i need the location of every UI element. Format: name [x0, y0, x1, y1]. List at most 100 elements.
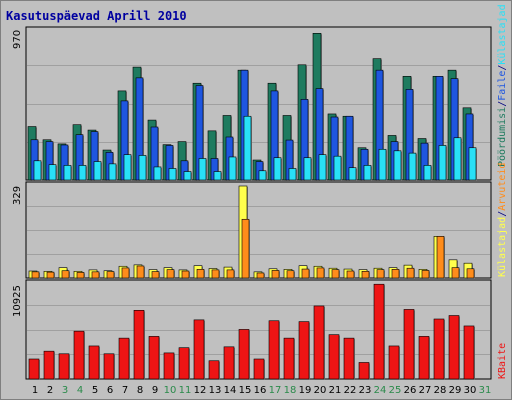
day-label-29: 29 [449, 385, 462, 396]
bar-visitors-day-21 [331, 269, 340, 279]
day-label-15: 15 [239, 385, 252, 396]
bar-bandwidth-day-9 [148, 336, 160, 380]
bar-visitors-day-11 [181, 270, 190, 279]
bar-visitors-day-29 [451, 267, 460, 279]
bar-hits-day-24 [378, 148, 387, 181]
legend-top-item-4: Külastajad [497, 4, 508, 64]
day-label-18: 18 [284, 385, 297, 396]
bar-bandwidth-day-30 [463, 325, 475, 380]
day-label-1: 1 [32, 385, 38, 396]
day-label-9: 9 [152, 385, 158, 396]
bar-visitors-day-14 [226, 269, 235, 279]
bar-bandwidth-day-15 [238, 329, 250, 380]
bar-visitors-day-23 [361, 270, 370, 279]
bar-visitors-day-2 [46, 271, 55, 279]
day-label-24: 24 [374, 385, 387, 396]
bar-visitors-day-6 [106, 271, 115, 279]
y-axis-max-top: 970 [12, 30, 23, 49]
bar-bandwidth-day-25 [388, 345, 400, 380]
bar-visitors-day-15 [241, 218, 250, 279]
bar-hits-day-23 [363, 165, 372, 181]
bar-visitors-day-7 [121, 267, 130, 279]
bar-bandwidth-day-24 [373, 283, 385, 380]
bar-bandwidth-day-1 [28, 358, 40, 380]
legend-middle-item-2: Arvuteid [497, 163, 508, 211]
day-label-31: 31 [479, 385, 492, 396]
day-label-21: 21 [329, 385, 342, 396]
bar-bandwidth-day-6 [103, 353, 115, 380]
bar-visitors-day-4 [76, 272, 85, 279]
bar-hits-day-2 [48, 164, 57, 181]
bar-hits-day-26 [408, 152, 417, 181]
bar-visitors-day-26 [406, 267, 415, 279]
bar-visitors-day-22 [346, 270, 355, 279]
bar-hits-day-12 [198, 158, 207, 181]
bar-bandwidth-day-27 [418, 336, 430, 380]
day-label-28: 28 [434, 385, 447, 396]
legend-middle-item-0: Külastajad [497, 217, 508, 277]
bar-visitors-day-24 [376, 269, 385, 279]
chart-bars [27, 33, 477, 380]
bar-hits-day-29 [453, 137, 462, 181]
bar-visitors-day-28 [436, 236, 445, 279]
bar-hits-day-6 [108, 163, 117, 181]
day-label-16: 16 [254, 385, 267, 396]
day-label-8: 8 [137, 385, 143, 396]
day-label-14: 14 [224, 385, 237, 396]
day-label-26: 26 [404, 385, 417, 396]
bar-bandwidth-day-20 [313, 305, 325, 380]
legend-top-item-2: Faile [497, 71, 508, 101]
legend-top-item-3: / [497, 65, 508, 71]
day-label-12: 12 [194, 385, 207, 396]
day-label-30: 30 [464, 385, 477, 396]
bar-visitors-day-17 [271, 270, 280, 279]
bar-visitors-day-16 [256, 272, 265, 279]
bar-hits-day-17 [273, 157, 282, 181]
bar-visitors-day-30 [466, 268, 475, 279]
bar-hits-day-8 [138, 155, 147, 181]
bar-bandwidth-day-7 [118, 337, 130, 380]
legend-bottom-item-0: KBaite [497, 343, 508, 379]
bar-bandwidth-day-2 [43, 350, 55, 380]
day-label-7: 7 [122, 385, 128, 396]
bar-hits-day-27 [423, 165, 432, 181]
day-label-22: 22 [344, 385, 357, 396]
bar-bandwidth-day-16 [253, 358, 265, 380]
bar-hits-day-18 [288, 168, 297, 181]
bar-hits-day-14 [228, 156, 237, 181]
bar-hits-day-10 [168, 168, 177, 181]
legend-top-panel: Pöördumisi/Faile/Külastajad [497, 4, 508, 167]
y-axis-max-middle: 329 [12, 186, 23, 205]
bar-bandwidth-day-14 [223, 346, 235, 380]
bar-visitors-day-13 [211, 269, 220, 279]
day-label-27: 27 [419, 385, 432, 396]
bar-bandwidth-day-12 [193, 319, 205, 380]
bar-bandwidth-day-4 [73, 330, 85, 380]
bar-hits-day-15 [243, 115, 252, 181]
bar-hits-day-9 [153, 166, 162, 181]
bar-hits-day-28 [438, 145, 447, 181]
legend-top-item-1: / [497, 101, 508, 107]
day-label-2: 2 [47, 385, 53, 396]
y-axis-max-bottom: 10925 [12, 285, 23, 317]
bar-hits-day-21 [333, 155, 342, 181]
day-label-3: 3 [62, 385, 68, 396]
bar-visitors-day-25 [391, 269, 400, 279]
day-label-25: 25 [389, 385, 402, 396]
bar-visitors-day-8 [136, 265, 145, 279]
bar-hits-day-25 [393, 150, 402, 181]
bar-hits-day-11 [183, 171, 192, 181]
bar-visitors-day-12 [196, 269, 205, 279]
bar-bandwidth-day-18 [283, 337, 295, 380]
bar-hits-day-30 [468, 147, 477, 181]
bar-bandwidth-day-29 [448, 315, 460, 380]
bar-bandwidth-day-26 [403, 309, 415, 380]
legend-bottom-panel: KBaite [497, 343, 508, 379]
day-labels: 1 2 3 4 5 6 7 8 9 10 11 12 13 14 15 16 17 18 19 20 21 22 23 24 2… [32, 385, 492, 396]
bar-hits-day-7 [123, 154, 132, 181]
bar-hits-day-22 [348, 167, 357, 181]
bar-visitors-day-19 [301, 268, 310, 279]
bar-hits-day-20 [318, 154, 327, 181]
chart-panels [25, 26, 492, 380]
bar-bandwidth-day-11 [178, 347, 190, 380]
